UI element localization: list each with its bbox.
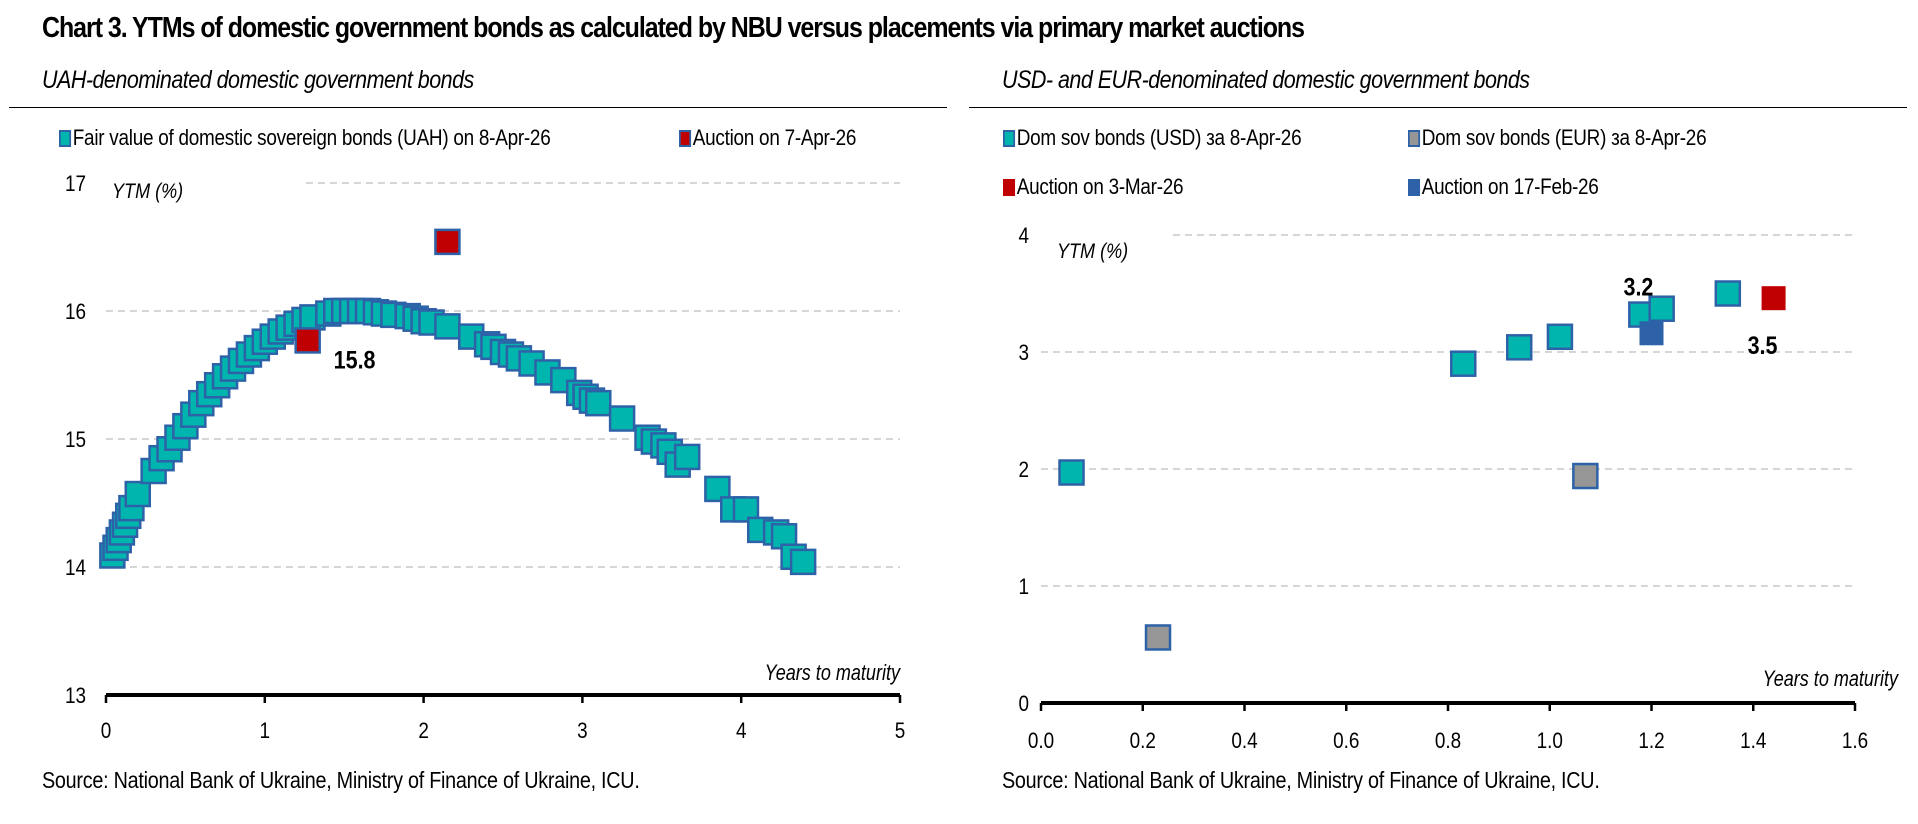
y-tick-label: 1	[1018, 575, 1029, 600]
y-tick-label: 0	[1018, 692, 1029, 717]
y-axis-label: YTM (%)	[112, 180, 183, 204]
legend-label: Auction on 7-Apr-26	[692, 125, 857, 150]
left-panel-subtitle: UAH-denominated domestic government bond…	[42, 66, 474, 94]
left-source-note: Source: National Bank of Ukraine, Minist…	[42, 767, 640, 793]
legend-swatch-gray	[1408, 129, 1421, 147]
y-tick-label: 13	[65, 684, 86, 709]
y-tick-label: 4	[1018, 224, 1029, 249]
right-panel-divider	[969, 107, 1907, 108]
legend-label: Fair value of domestic sovereign bonds (…	[72, 125, 551, 150]
legend-item-eur-bonds: Dom sov bonds (EUR) за 8-Apr-26	[1408, 125, 1707, 151]
y-tick-label: 15	[65, 428, 86, 453]
data-point-marker	[1144, 624, 1172, 651]
legend-swatch-dark-blue	[1408, 178, 1421, 196]
legend-swatch-teal	[59, 129, 72, 147]
x-tick-label: 0.6	[1333, 729, 1359, 754]
data-point-marker	[434, 313, 461, 340]
data-point-marker	[1058, 459, 1085, 486]
x-tick-label: 0.2	[1130, 729, 1156, 754]
data-point-marker	[673, 443, 701, 471]
x-tick-label: 4	[736, 719, 747, 744]
data-point-marker	[1714, 280, 1742, 307]
x-axis-label: Years to maturity	[1763, 667, 1900, 691]
y-tick-label: 16	[65, 300, 86, 325]
x-tick-label: 0.4	[1231, 729, 1257, 754]
data-label: 15.8	[334, 346, 376, 374]
data-point-marker	[608, 405, 636, 432]
legend-label: Auction on 3-Mar-26	[1016, 174, 1184, 199]
data-point-marker	[1761, 286, 1786, 311]
data-point-marker	[1572, 462, 1599, 490]
data-point-marker	[124, 480, 152, 508]
x-tick-label: 1.6	[1842, 729, 1868, 754]
x-tick-label: 1	[260, 719, 271, 744]
data-point-marker	[1546, 323, 1574, 351]
x-tick-label: 0.8	[1435, 729, 1461, 754]
y-tick-label: 2	[1018, 458, 1029, 483]
y-tick-label: 14	[65, 556, 86, 581]
x-tick-label: 0.0	[1028, 729, 1054, 754]
data-label: 3.2	[1623, 273, 1653, 301]
x-tick-label: 2	[418, 719, 429, 744]
legend-swatch-red	[1003, 178, 1016, 196]
chart-title: Chart 3. YTMs of domestic government bon…	[42, 12, 1305, 44]
legend-item-auction-17-feb: Auction on 17-Feb-26	[1408, 174, 1599, 200]
legend-item-auction-3-mar: Auction on 3-Mar-26	[1003, 174, 1184, 200]
legend-swatch-red	[679, 129, 692, 147]
legend-item-usd-bonds: Dom sov bonds (USD) за 8-Apr-26	[1003, 125, 1302, 151]
data-point-marker	[1648, 295, 1675, 322]
legend-label: Dom sov bonds (EUR) за 8-Apr-26	[1421, 125, 1707, 150]
left-panel-divider	[9, 107, 947, 108]
data-point-marker	[1450, 350, 1477, 377]
x-tick-label: 5	[895, 719, 906, 744]
legend-item-auction-7-apr: Auction on 7-Apr-26	[679, 125, 856, 151]
data-point-marker	[434, 228, 461, 256]
legend-label: Dom sov bonds (USD) за 8-Apr-26	[1016, 125, 1302, 150]
data-point-marker	[294, 327, 321, 354]
data-point-marker	[704, 475, 731, 503]
x-tick-label: 1.2	[1638, 729, 1664, 754]
y-axis-label: YTM (%)	[1057, 240, 1128, 264]
x-tick-label: 1.4	[1740, 729, 1766, 754]
y-tick-label: 17	[65, 172, 86, 197]
legend-label: Auction on 17-Feb-26	[1421, 174, 1599, 199]
x-tick-label: 3	[577, 719, 588, 744]
data-point-marker	[1505, 334, 1533, 361]
legend-swatch-teal	[1003, 129, 1016, 147]
x-axis-label: Years to maturity	[765, 661, 902, 685]
data-label: 3.5	[1748, 332, 1778, 360]
y-tick-label: 3	[1018, 341, 1029, 366]
x-tick-label: 1.0	[1537, 729, 1563, 754]
data-point-marker	[1639, 321, 1664, 346]
legend-item-uah-fair-value: Fair value of domestic sovereign bonds (…	[59, 125, 551, 151]
right-source-note: Source: National Bank of Ukraine, Minist…	[1002, 767, 1600, 793]
data-point-marker	[789, 548, 817, 576]
x-tick-label: 0	[101, 719, 112, 744]
data-point-marker	[585, 389, 612, 417]
right-panel-subtitle: USD- and EUR-denominated domestic govern…	[1002, 66, 1530, 94]
